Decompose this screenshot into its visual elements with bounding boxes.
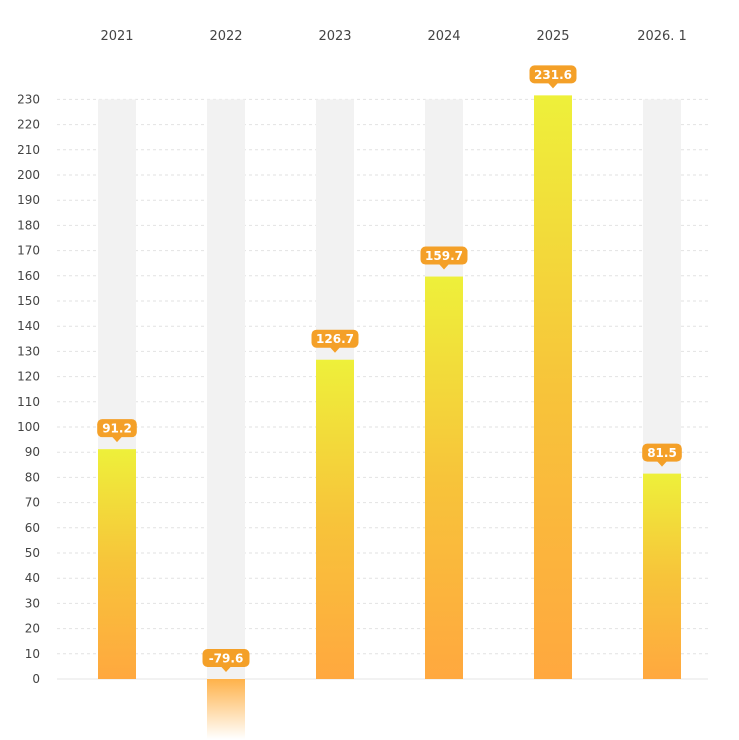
y-tick-label: 50 (25, 546, 40, 560)
y-tick-label: 10 (25, 647, 40, 661)
x-axis-categories: 2021 2022 2023 2024 2025 2026. 1 (100, 29, 686, 44)
bar (425, 276, 463, 679)
value-label-pointer (439, 264, 449, 270)
y-tick-label: 220 (17, 118, 40, 132)
value-label: 231.6 (529, 65, 577, 89)
value-label-badge (642, 443, 682, 462)
value-label-text: 231.6 (534, 68, 572, 82)
x-category-label: 2026. 1 (637, 29, 687, 44)
bar-track (207, 99, 245, 679)
value-label: 126.7 (311, 329, 359, 353)
y-tick-label: 60 (25, 521, 40, 535)
y-tick-label: 90 (25, 445, 40, 459)
value-label-text: 159.7 (425, 249, 463, 263)
bars (98, 95, 681, 739)
value-label-badge (529, 65, 577, 84)
value-label: 81.5 (642, 443, 682, 467)
bar-negative (207, 679, 245, 739)
value-label-pointer (548, 82, 558, 89)
value-label-pointer (657, 461, 667, 467)
value-label-badge (97, 419, 137, 438)
value-label-text: 81.5 (647, 446, 677, 460)
value-label: 91.2 (97, 419, 137, 443)
y-tick-label: 170 (17, 244, 40, 258)
y-tick-label: 150 (17, 294, 40, 308)
bar (316, 359, 354, 679)
bar (643, 473, 681, 679)
value-label-text: -79.6 (209, 652, 244, 666)
x-category-label: 2024 (427, 29, 460, 44)
y-tick-label: 80 (25, 470, 40, 484)
value-labels: 91.2 -79.6 126.7 159.7 231.6 81.5 (97, 65, 682, 672)
y-tick-label: 20 (25, 622, 40, 636)
y-tick-label: 100 (17, 420, 40, 434)
grid-lines (57, 98, 708, 680)
y-tick-label: 70 (25, 496, 40, 510)
value-label-text: 126.7 (316, 332, 354, 346)
bar (98, 449, 136, 679)
value-label-pointer (112, 436, 122, 443)
y-tick-label: 130 (17, 344, 40, 358)
y-tick-label: 30 (25, 596, 40, 610)
x-category-label: 2025 (536, 29, 569, 44)
y-tick-label: 200 (17, 168, 40, 182)
value-label-badge (311, 329, 359, 348)
y-tick-label: 40 (25, 571, 40, 585)
y-tick-label: 140 (17, 319, 40, 333)
y-tick-label: 120 (17, 370, 40, 384)
value-label: -79.6 (202, 649, 250, 672)
value-label-pointer (221, 666, 231, 672)
y-tick-label: 210 (17, 143, 40, 157)
x-category-label: 2023 (318, 29, 351, 44)
value-label-text: 91.2 (102, 422, 132, 436)
y-tick-label: 160 (17, 269, 40, 283)
y-axis-ticks: 0 10 20 30 40 50 60 70 80 90 100 110 120 130 140 150 160… (17, 92, 40, 686)
y-tick-label: 190 (17, 193, 40, 207)
y-tick-label: 0 (32, 672, 40, 686)
bar (534, 95, 572, 680)
x-category-label: 2022 (209, 29, 242, 44)
value-label-pointer (330, 347, 340, 353)
y-tick-label: 110 (17, 395, 40, 409)
value-label-badge (202, 649, 250, 667)
y-tick-label: 230 (17, 92, 40, 106)
value-label-badge (420, 246, 468, 265)
y-tick-label: 180 (17, 218, 40, 232)
background-tracks (98, 99, 681, 679)
x-category-label: 2021 (100, 29, 133, 44)
value-label: 159.7 (420, 246, 468, 270)
